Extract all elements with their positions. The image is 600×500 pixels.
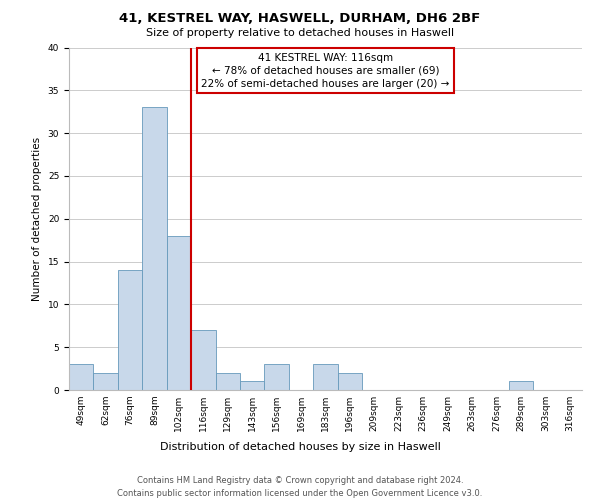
Bar <box>167 236 191 390</box>
Y-axis label: Number of detached properties: Number of detached properties <box>32 136 42 301</box>
Text: Distribution of detached houses by size in Haswell: Distribution of detached houses by size … <box>160 442 440 452</box>
Bar <box>94 373 118 390</box>
Bar <box>338 373 362 390</box>
Text: 41 KESTREL WAY: 116sqm
← 78% of detached houses are smaller (69)
22% of semi-det: 41 KESTREL WAY: 116sqm ← 78% of detached… <box>202 52 449 89</box>
Bar <box>191 330 215 390</box>
Bar <box>142 108 167 390</box>
Text: Size of property relative to detached houses in Haswell: Size of property relative to detached ho… <box>146 28 454 38</box>
Bar <box>215 373 240 390</box>
Text: 41, KESTREL WAY, HASWELL, DURHAM, DH6 2BF: 41, KESTREL WAY, HASWELL, DURHAM, DH6 2B… <box>119 12 481 26</box>
Text: Contains HM Land Registry data © Crown copyright and database right 2024.: Contains HM Land Registry data © Crown c… <box>137 476 463 485</box>
Bar <box>313 364 338 390</box>
Bar <box>240 382 265 390</box>
Bar <box>509 382 533 390</box>
Bar <box>265 364 289 390</box>
Bar <box>118 270 142 390</box>
Text: Contains public sector information licensed under the Open Government Licence v3: Contains public sector information licen… <box>118 489 482 498</box>
Bar <box>69 364 94 390</box>
